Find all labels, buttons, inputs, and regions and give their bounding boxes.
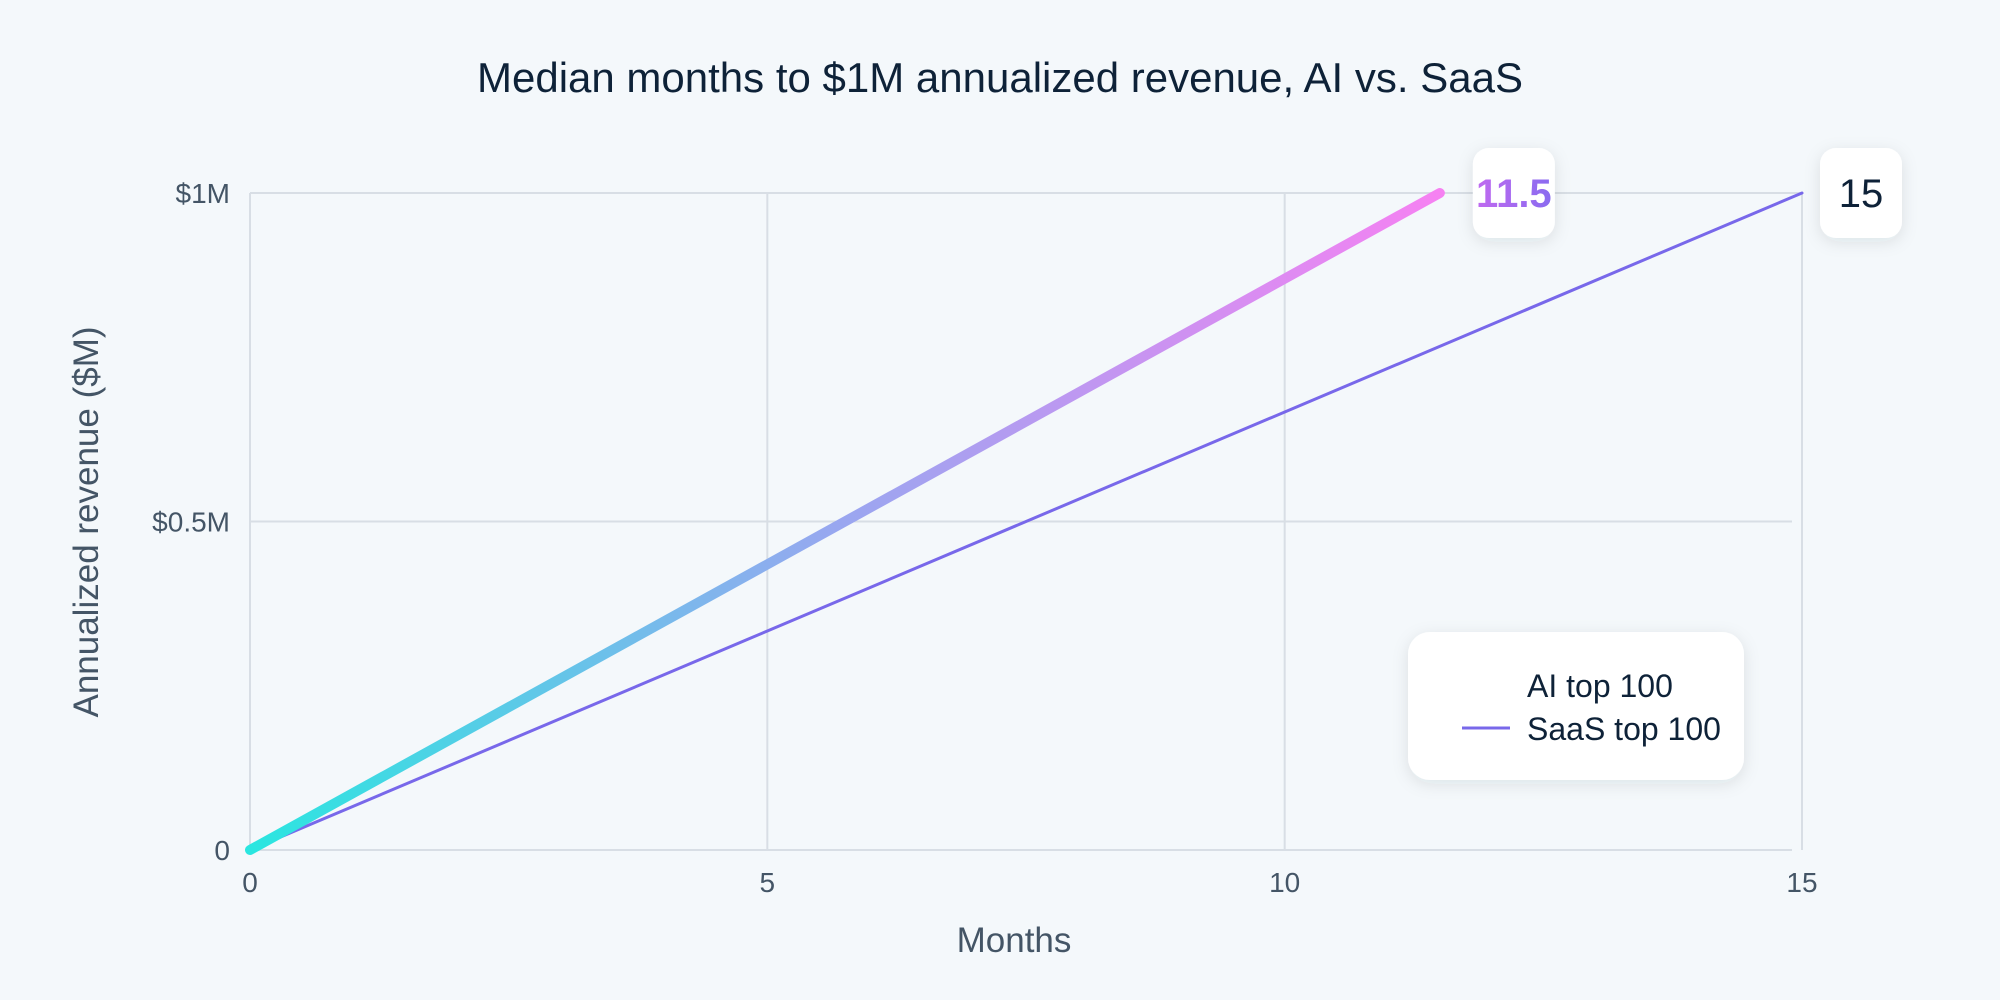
axis-ticks: 0 5 10 15 0 $0.5M $1M [152,178,1817,898]
series-line-ai-top-100 [245,188,1445,855]
grid-lines [249,192,1803,851]
end-label-ai-box [1472,148,1555,238]
series-line-saas-top-100 [248,191,1804,852]
y-tick-label-0: 0 [214,835,230,866]
end-label-saas-box [1820,148,1902,238]
legend-label-ai: AI top 100 [1527,668,1673,704]
x-tick-label-2: 10 [1269,867,1300,898]
x-tick-label-1: 5 [760,867,776,898]
end-label-ai-text: 11.5 [1476,172,1552,216]
legend-label-saas: SaaS top 100 [1527,711,1721,747]
end-label-saas-text: 15 [1839,172,1884,216]
x-tick-label-3: 15 [1786,867,1817,898]
y-tick-label-2: $1M [176,178,230,209]
x-tick-label-0: 0 [242,867,258,898]
series-lines [245,188,1804,855]
y-axis-label: Annualized revenue ($M) [67,326,106,717]
end-callouts: 11.5 15 [1472,148,1902,238]
legend-box [1408,632,1744,780]
y-tick-label-1: $0.5M [152,507,230,538]
x-axis-label: Months [957,921,1072,960]
legend: AI top 100 SaaS top 100 [1408,632,1744,780]
chart-title: Median months to $1M annualized revenue,… [477,54,1523,101]
